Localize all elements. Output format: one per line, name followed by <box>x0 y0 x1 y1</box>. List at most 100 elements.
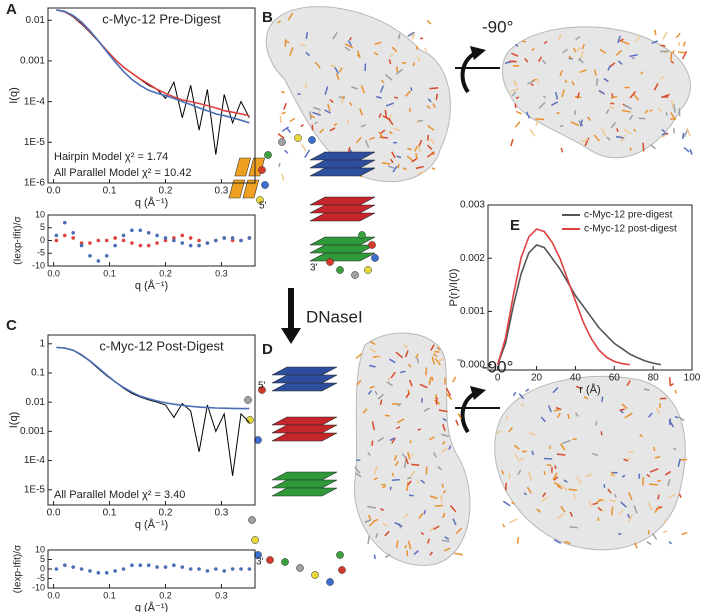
quartet-plate <box>309 244 376 254</box>
atom-stick <box>531 47 535 51</box>
atom-stick <box>611 93 614 98</box>
atom-stick <box>572 47 577 53</box>
x-tick-label: 0.0 <box>47 186 61 197</box>
atom-stick <box>681 532 688 536</box>
atom-stick <box>431 167 436 170</box>
atom-stick <box>391 478 400 482</box>
atom-stick <box>668 418 672 426</box>
x-tick-label: 100 <box>684 373 701 384</box>
atom-stick <box>429 551 433 556</box>
atom-stick <box>663 518 668 524</box>
atom-stick <box>437 358 445 362</box>
atom-stick <box>544 457 553 460</box>
atom-stick <box>433 452 437 458</box>
atom-stick <box>557 513 565 520</box>
annotation: All Parallel Model χ² = 10.42 <box>54 167 192 179</box>
quartet-plate <box>271 424 338 434</box>
atom-stick <box>605 109 610 115</box>
atom-stick <box>304 149 311 158</box>
atom-stick <box>387 165 395 169</box>
atom-stick <box>284 149 289 154</box>
atom-stick <box>651 533 658 540</box>
y-tick-label: 1E-6 <box>24 178 46 189</box>
atom-stick <box>368 136 375 141</box>
atom-stick <box>571 81 575 86</box>
quartet-plate <box>309 212 376 222</box>
x-tick-label: 0.1 <box>103 508 117 519</box>
atom-stick <box>556 412 561 419</box>
atom-stick <box>651 40 658 44</box>
atom-stick <box>614 494 617 498</box>
atom-stick <box>355 353 363 359</box>
y-tick-label: 0.001 <box>20 426 45 437</box>
atom-stick <box>414 145 418 152</box>
plate <box>228 179 246 199</box>
atom-stick <box>349 37 352 41</box>
residual-point <box>163 236 168 240</box>
enzyme-label: DNaseI <box>306 307 363 326</box>
residual-point <box>79 241 84 245</box>
atom-stick <box>603 77 609 83</box>
atom-stick <box>589 501 592 507</box>
atom-stick <box>639 433 643 438</box>
atom-stick <box>626 380 631 387</box>
x-tick-label: 0.1 <box>103 268 116 278</box>
residual-point <box>96 259 101 263</box>
atom-stick <box>599 48 607 54</box>
x-tick-label: 0.2 <box>159 590 172 600</box>
atom-stick <box>380 507 385 512</box>
atom-stick <box>289 117 296 123</box>
atom-stick <box>672 103 676 113</box>
atom-stick <box>426 538 431 544</box>
plate <box>234 157 252 177</box>
atom-stick <box>394 521 403 528</box>
y-tick-label: 1E-4 <box>24 455 46 466</box>
atom-stick <box>560 505 566 513</box>
atom-stick <box>382 522 388 527</box>
atom-stick <box>620 501 627 508</box>
y-axis-label: I(q) <box>8 87 20 104</box>
atom-stick <box>351 86 358 90</box>
atom-stick <box>610 471 614 476</box>
atom-stick <box>287 12 294 21</box>
atom-stick <box>633 128 637 133</box>
nucleotide-bead <box>364 266 372 274</box>
atom-stick <box>556 111 560 115</box>
atom-stick <box>457 413 462 420</box>
atom-stick <box>663 50 670 54</box>
atom-stick <box>502 523 506 528</box>
atom-stick <box>448 445 452 450</box>
nucleotide-bead <box>264 151 272 159</box>
atom-stick <box>620 40 630 45</box>
atom-stick <box>438 409 448 413</box>
atom-stick <box>511 52 519 57</box>
atom-stick <box>581 138 589 143</box>
atom-stick <box>654 505 660 514</box>
atom-stick <box>610 95 618 99</box>
atom-stick <box>528 471 533 481</box>
atom-stick <box>621 403 628 410</box>
quartet-plate <box>309 196 376 206</box>
atom-stick <box>420 397 423 403</box>
atom-stick <box>547 405 552 413</box>
atom-stick <box>505 415 509 420</box>
atom-stick <box>531 450 535 456</box>
atom-stick <box>367 535 371 545</box>
nucleotide-bead <box>311 571 319 579</box>
atom-stick <box>409 379 413 387</box>
atom-stick <box>615 135 624 139</box>
atom-stick <box>309 114 316 119</box>
density-envelope <box>353 332 471 566</box>
nucleotide-bead <box>308 136 316 144</box>
residual-point <box>214 238 218 243</box>
atom-stick <box>369 385 375 389</box>
atom-stick <box>564 540 571 545</box>
panel-label: E <box>510 217 520 234</box>
atom-stick <box>514 121 521 128</box>
x-tick-label: 0.3 <box>215 268 228 278</box>
atom-stick <box>681 50 688 60</box>
y-tick-label: -5 <box>37 573 45 583</box>
residual-point <box>155 241 159 245</box>
atom-stick <box>540 416 546 423</box>
